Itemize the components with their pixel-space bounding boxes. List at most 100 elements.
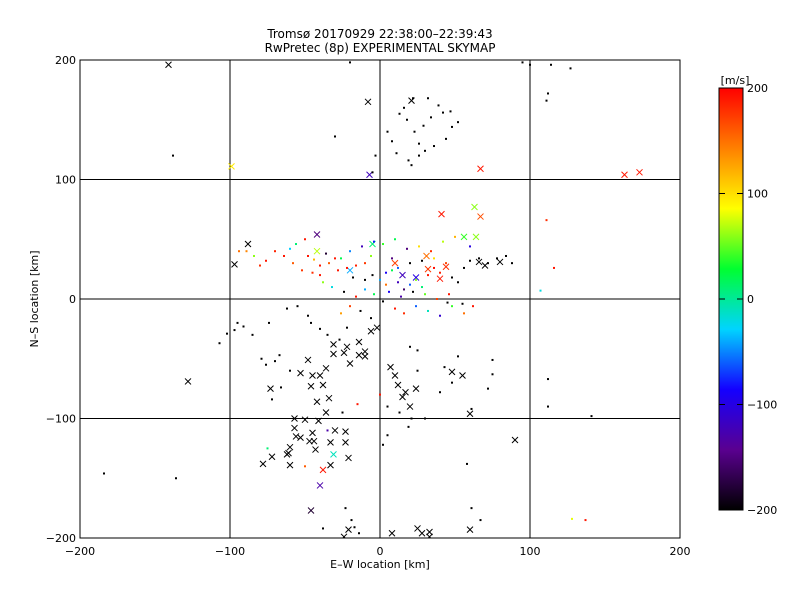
data-point-dot	[361, 245, 363, 248]
data-point-dot	[319, 327, 321, 330]
data-point-x	[361, 353, 369, 360]
data-point-dot	[407, 159, 410, 162]
data-point-dot	[394, 307, 396, 310]
data-point-x	[286, 461, 294, 469]
axis-ticks: −200 −100 0 100 200 −200 −100 0 100 200	[46, 54, 691, 558]
data-point-x	[316, 482, 324, 489]
y-tick-label: 0	[69, 293, 76, 306]
data-point-dot	[451, 381, 453, 384]
data-point-x	[406, 403, 414, 410]
data-point-dot	[463, 312, 465, 315]
data-point-dot	[352, 276, 354, 279]
data-point-x	[448, 368, 456, 376]
data-point-x	[231, 260, 238, 268]
data-point-dot	[445, 137, 447, 140]
data-point-dot	[418, 142, 420, 145]
data-point-dot	[340, 257, 342, 260]
x-tick-label: 200	[670, 545, 691, 558]
data-point-dot	[418, 245, 420, 248]
data-point-x	[331, 427, 339, 434]
x-tick-label: 100	[520, 545, 541, 558]
data-point-dot	[550, 63, 552, 66]
data-point-dot	[446, 301, 449, 304]
data-point-dot	[371, 274, 374, 277]
data-point-dot	[569, 67, 572, 70]
data-point-x	[472, 233, 480, 241]
data-point-x	[340, 533, 348, 538]
data-point-dot	[412, 97, 414, 100]
x-axis-label: E–W location [km]	[330, 558, 430, 571]
data-point-dot	[322, 527, 324, 530]
data-point-dot	[433, 257, 435, 260]
data-point-dot	[386, 405, 389, 408]
data-point-dot	[370, 317, 372, 320]
data-point-dot	[451, 125, 453, 128]
data-point-x	[402, 388, 409, 396]
data-point-dot	[370, 254, 372, 257]
y-axis-label: N–S location [km]	[28, 250, 41, 347]
data-point-x	[511, 436, 519, 444]
data-point-x	[475, 258, 483, 266]
data-point-dot	[355, 264, 357, 267]
data-point-x	[621, 171, 628, 179]
data-point-x	[313, 398, 321, 406]
data-point-x	[313, 247, 321, 255]
colorbar: [m/s] 200 100 0 −100 −200	[718, 74, 777, 517]
data-point-dot	[286, 307, 288, 310]
data-point-dot	[386, 130, 389, 133]
data-point-x	[423, 252, 430, 260]
data-point-dot	[304, 238, 306, 241]
data-point-x	[477, 213, 484, 220]
data-point-dot	[436, 298, 438, 300]
data-point-dot	[301, 269, 303, 272]
y-tick-label: −200	[46, 532, 76, 545]
data-point-dot	[406, 118, 408, 121]
data-point-dot	[319, 264, 321, 267]
data-point-dot	[278, 354, 281, 357]
data-point-x	[307, 382, 315, 390]
data-point-x	[340, 349, 348, 357]
data-point-dot	[391, 257, 393, 260]
data-point-dot	[433, 145, 435, 148]
data-point-dot	[395, 152, 398, 155]
data-point-x	[459, 372, 466, 379]
data-point-x	[388, 529, 396, 537]
data-point-x	[313, 231, 321, 238]
data-point-dot	[338, 338, 341, 341]
data-point-dot	[382, 443, 384, 446]
data-points	[103, 61, 643, 538]
data-point-dot	[172, 154, 174, 157]
data-point-x	[315, 417, 322, 425]
data-point-dot	[547, 378, 549, 381]
data-point-dot	[412, 290, 414, 293]
data-point-dot	[242, 325, 245, 328]
data-point-x	[399, 271, 406, 279]
data-point-x	[373, 324, 381, 332]
data-point-dot	[268, 321, 270, 324]
data-point-dot	[442, 240, 444, 243]
data-point-x	[424, 265, 432, 273]
data-point-dot	[398, 112, 401, 115]
data-point-x	[466, 526, 474, 533]
data-point-dot	[226, 332, 228, 335]
data-point-dot	[364, 288, 366, 291]
data-point-dot	[416, 349, 419, 352]
data-point-x	[301, 416, 309, 424]
data-point-dot	[421, 259, 423, 262]
x-tick-label: −100	[215, 545, 245, 558]
data-point-x	[327, 439, 334, 446]
data-point-dot	[280, 386, 282, 389]
data-point-x	[325, 394, 333, 402]
data-point-dot	[266, 447, 269, 450]
data-point-x	[291, 424, 298, 432]
data-point-dot	[344, 507, 347, 510]
data-point-dot	[422, 124, 425, 127]
data-point-x	[355, 338, 363, 346]
data-point-x	[391, 259, 399, 267]
data-point-dot	[445, 262, 447, 265]
data-point-dot	[547, 92, 549, 95]
data-point-x	[327, 461, 334, 469]
data-point-dot	[326, 333, 329, 336]
data-point-dot	[373, 240, 375, 243]
